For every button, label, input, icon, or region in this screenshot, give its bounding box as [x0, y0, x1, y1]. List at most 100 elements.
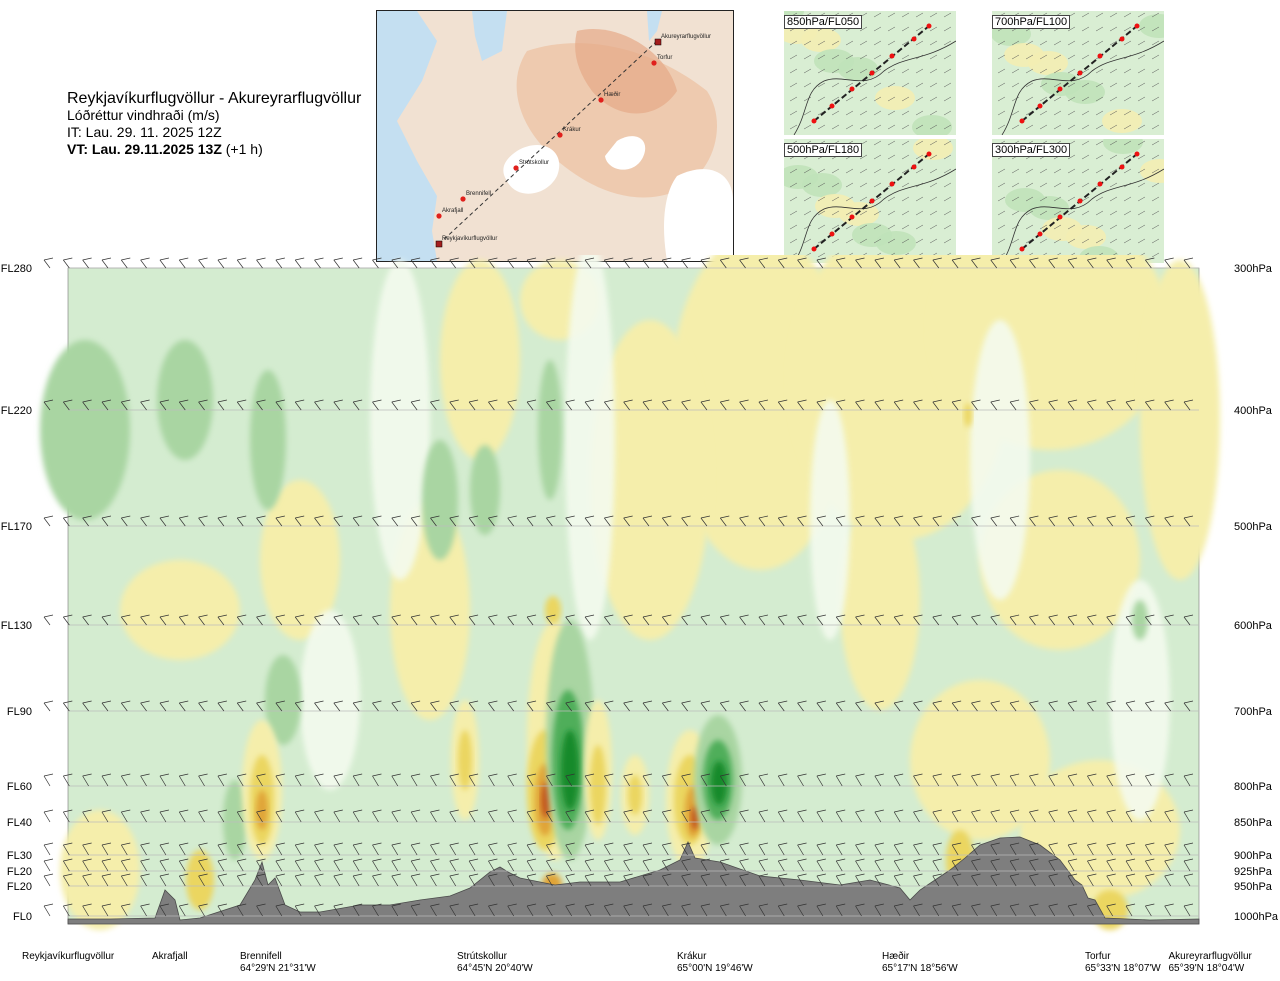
wind-barb	[855, 700, 865, 712]
wind-barb	[159, 873, 170, 887]
wind-barb	[82, 873, 92, 887]
wind-barb	[159, 842, 170, 856]
wind-barb	[1145, 700, 1155, 712]
thumbnail-label: 300hPa/FL300	[992, 143, 1071, 157]
wind-barb	[159, 614, 170, 626]
wind-barb	[662, 873, 672, 887]
valid-time: VT: Lau. 29.11.2025 13Z	[67, 141, 222, 157]
wind-barb	[410, 773, 421, 787]
wind-barb	[835, 614, 846, 626]
wind-barb	[874, 858, 884, 872]
wind-barb	[1183, 257, 1194, 269]
wind-barb	[101, 515, 112, 527]
velocity-contour	[840, 490, 920, 710]
wind-barb	[835, 515, 846, 527]
wind-barb	[777, 809, 788, 823]
location-coord: 64°45'N 20°40'W	[457, 963, 533, 974]
wind-barb	[449, 257, 459, 269]
wind-barb	[43, 399, 54, 411]
thumbnail-700hpa[interactable]: 700hPa/FL100	[992, 11, 1164, 135]
wind-barb	[1164, 809, 1174, 823]
wind-barb	[700, 773, 711, 787]
wind-barb	[1183, 700, 1194, 712]
wind-barb	[314, 399, 324, 411]
wind-barb	[1145, 858, 1155, 872]
wind-barb	[893, 903, 904, 917]
velocity-contour	[1132, 600, 1148, 640]
wind-barb	[178, 257, 189, 269]
thumbnail-label: 700hPa/FL100	[992, 15, 1071, 29]
wind-barb	[333, 773, 343, 787]
wind-barb	[101, 773, 112, 787]
wind-barb	[468, 399, 479, 411]
wind-barb	[468, 257, 479, 269]
wind-barb	[1087, 809, 1097, 823]
wind-barb	[739, 809, 749, 823]
wind-barb	[488, 842, 498, 856]
wind-barb	[681, 614, 691, 626]
wind-barb	[101, 809, 112, 823]
terrain-fill	[67, 836, 1200, 925]
wind-barb	[256, 614, 266, 626]
wind-barb	[1183, 903, 1194, 917]
wind-barb	[777, 399, 788, 411]
wind-barb	[43, 257, 54, 269]
wind-barb	[584, 515, 595, 527]
wind-barb	[178, 842, 189, 856]
wind-barb	[584, 700, 595, 712]
wind-barb	[526, 700, 537, 712]
wind-barb	[719, 515, 730, 527]
wind-barb	[893, 858, 904, 872]
wind-barb	[1145, 773, 1155, 787]
wind-barb	[874, 809, 884, 823]
wind-barb	[546, 773, 556, 787]
thumbnail-500hpa[interactable]: 500hPa/FL180	[784, 139, 956, 263]
wind-barb	[1009, 858, 1020, 872]
wind-barb	[874, 873, 884, 887]
wind-barb	[1125, 858, 1136, 872]
wind-barb	[913, 773, 923, 787]
wind-barb	[1029, 257, 1039, 269]
wind-barb	[700, 614, 711, 626]
wind-barb	[1067, 809, 1078, 823]
wind-barb	[623, 873, 633, 887]
wind-barb	[816, 873, 826, 887]
wind-barb	[101, 842, 112, 856]
wind-barb	[159, 257, 170, 269]
wind-barb	[488, 858, 498, 872]
wind-barb	[63, 700, 73, 712]
wind-barb	[352, 809, 363, 823]
wind-barb	[256, 257, 266, 269]
wind-barb	[1087, 773, 1097, 787]
wind-barb	[140, 700, 150, 712]
wind-barb	[468, 700, 479, 712]
wind-barb	[120, 873, 131, 887]
wind-barb	[546, 842, 556, 856]
wind-barb	[584, 257, 595, 269]
wind-barb	[410, 842, 421, 856]
cross-section-chart: FL280 300hPa FL220 400hPa FL170 500hPa FL130 60…	[1, 255, 1279, 930]
wind-barb	[662, 399, 672, 411]
wind-barb	[468, 873, 479, 887]
wind-barb	[198, 614, 208, 626]
wind-barb	[719, 809, 730, 823]
wind-barb	[835, 700, 846, 712]
wind-barb	[1106, 614, 1116, 626]
thumbnail-850hpa[interactable]: 850hPa/FL050	[784, 11, 956, 135]
wind-barb	[275, 515, 285, 527]
wind-barb	[430, 257, 440, 269]
wind-barb	[1048, 809, 1058, 823]
wind-barb	[642, 399, 653, 411]
wind-barb	[430, 700, 440, 712]
wind-barb	[82, 515, 92, 527]
velocity-contour	[265, 655, 301, 745]
wind-barb	[1067, 399, 1078, 411]
wind-barb	[314, 842, 324, 856]
wind-barb	[951, 700, 962, 712]
wind-barb	[391, 515, 401, 527]
wind-barb	[1087, 873, 1097, 887]
wind-barbs	[43, 257, 1194, 917]
wind-barb	[835, 399, 846, 411]
wind-barb	[1125, 700, 1136, 712]
thumbnail-300hpa[interactable]: 300hPa/FL300	[992, 139, 1164, 263]
